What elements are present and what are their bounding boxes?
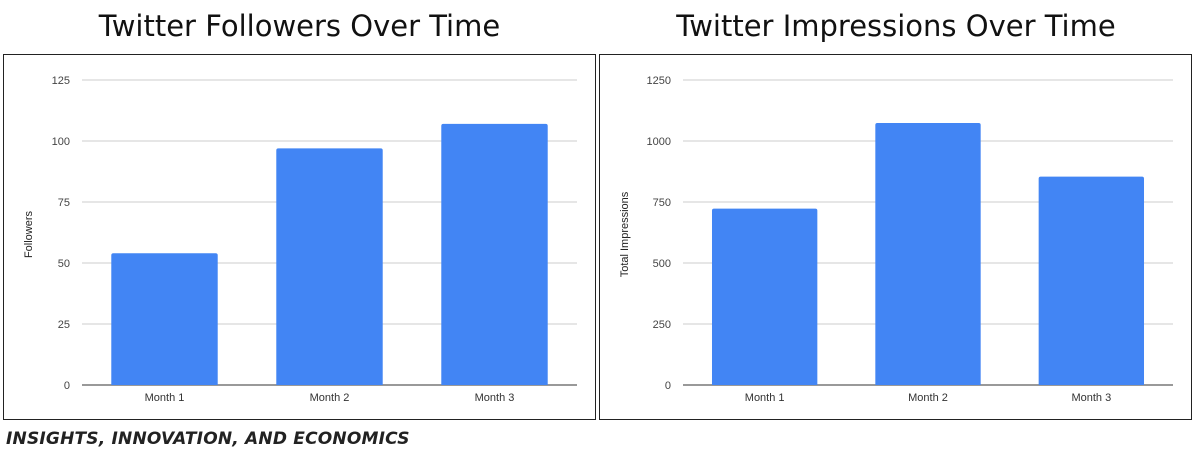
followers-bar-month-1: [111, 253, 218, 385]
followers-y-tick-label: 0: [64, 380, 70, 392]
impressions-bar-month-3: [1038, 176, 1145, 385]
followers-y-tick-label: 25: [58, 319, 70, 331]
impressions-y-tick-label: 250: [653, 319, 671, 331]
impressions-chart-title: Twitter Impressions Over Time: [676, 9, 1116, 43]
followers-x-tick-label: Month 2: [310, 392, 350, 404]
followers-y-axis-title: Followers: [23, 210, 35, 258]
followers-y-tick-label: 100: [52, 136, 70, 148]
footer-tagline: INSIGHTS, INNOVATION, AND ECONOMICS: [6, 429, 410, 449]
impressions-x-tick-label: Month 1: [745, 392, 785, 404]
impressions-bar-month-1: [711, 208, 818, 385]
impressions-bar-chart: 0 250 500 750 1000 1250 Month 1 Month 2 Month 3 T…: [619, 75, 1173, 404]
followers-chart-title: Twitter Followers Over Time: [98, 9, 501, 43]
followers-bar-month-3: [441, 123, 548, 386]
impressions-y-tick-label: 500: [653, 258, 671, 270]
followers-x-tick-label: Month 1: [145, 392, 185, 404]
impressions-y-tick-label: 750: [653, 197, 671, 209]
followers-y-tick-label: 125: [52, 75, 70, 87]
followers-y-tick-label: 50: [58, 258, 70, 270]
impressions-x-tick-label: Month 2: [908, 392, 948, 404]
impressions-y-axis-title: Total Impressions: [619, 191, 631, 277]
impressions-bar-month-2: [875, 122, 981, 385]
impressions-x-tick-label: Month 3: [1071, 392, 1111, 404]
followers-y-tick-label: 75: [58, 197, 70, 209]
impressions-chart-frame: 0 250 500 750 1000 1250 Month 1 Month 2 Month 3 T…: [599, 54, 1192, 420]
impressions-y-tick-label: 1000: [647, 136, 671, 148]
followers-x-tick-label: Month 3: [475, 392, 515, 404]
followers-bar-month-2: [276, 148, 383, 385]
impressions-y-tick-label: 0: [665, 380, 671, 392]
impressions-y-tick-label: 1250: [647, 75, 671, 87]
followers-chart-frame: 0 25 50 75 100 125 Month 1 Month 2 Month 3 Follow…: [3, 54, 596, 420]
followers-bar-chart: 0 25 50 75 100 125 Month 1 Month 2 Month 3 Follow…: [23, 75, 577, 404]
